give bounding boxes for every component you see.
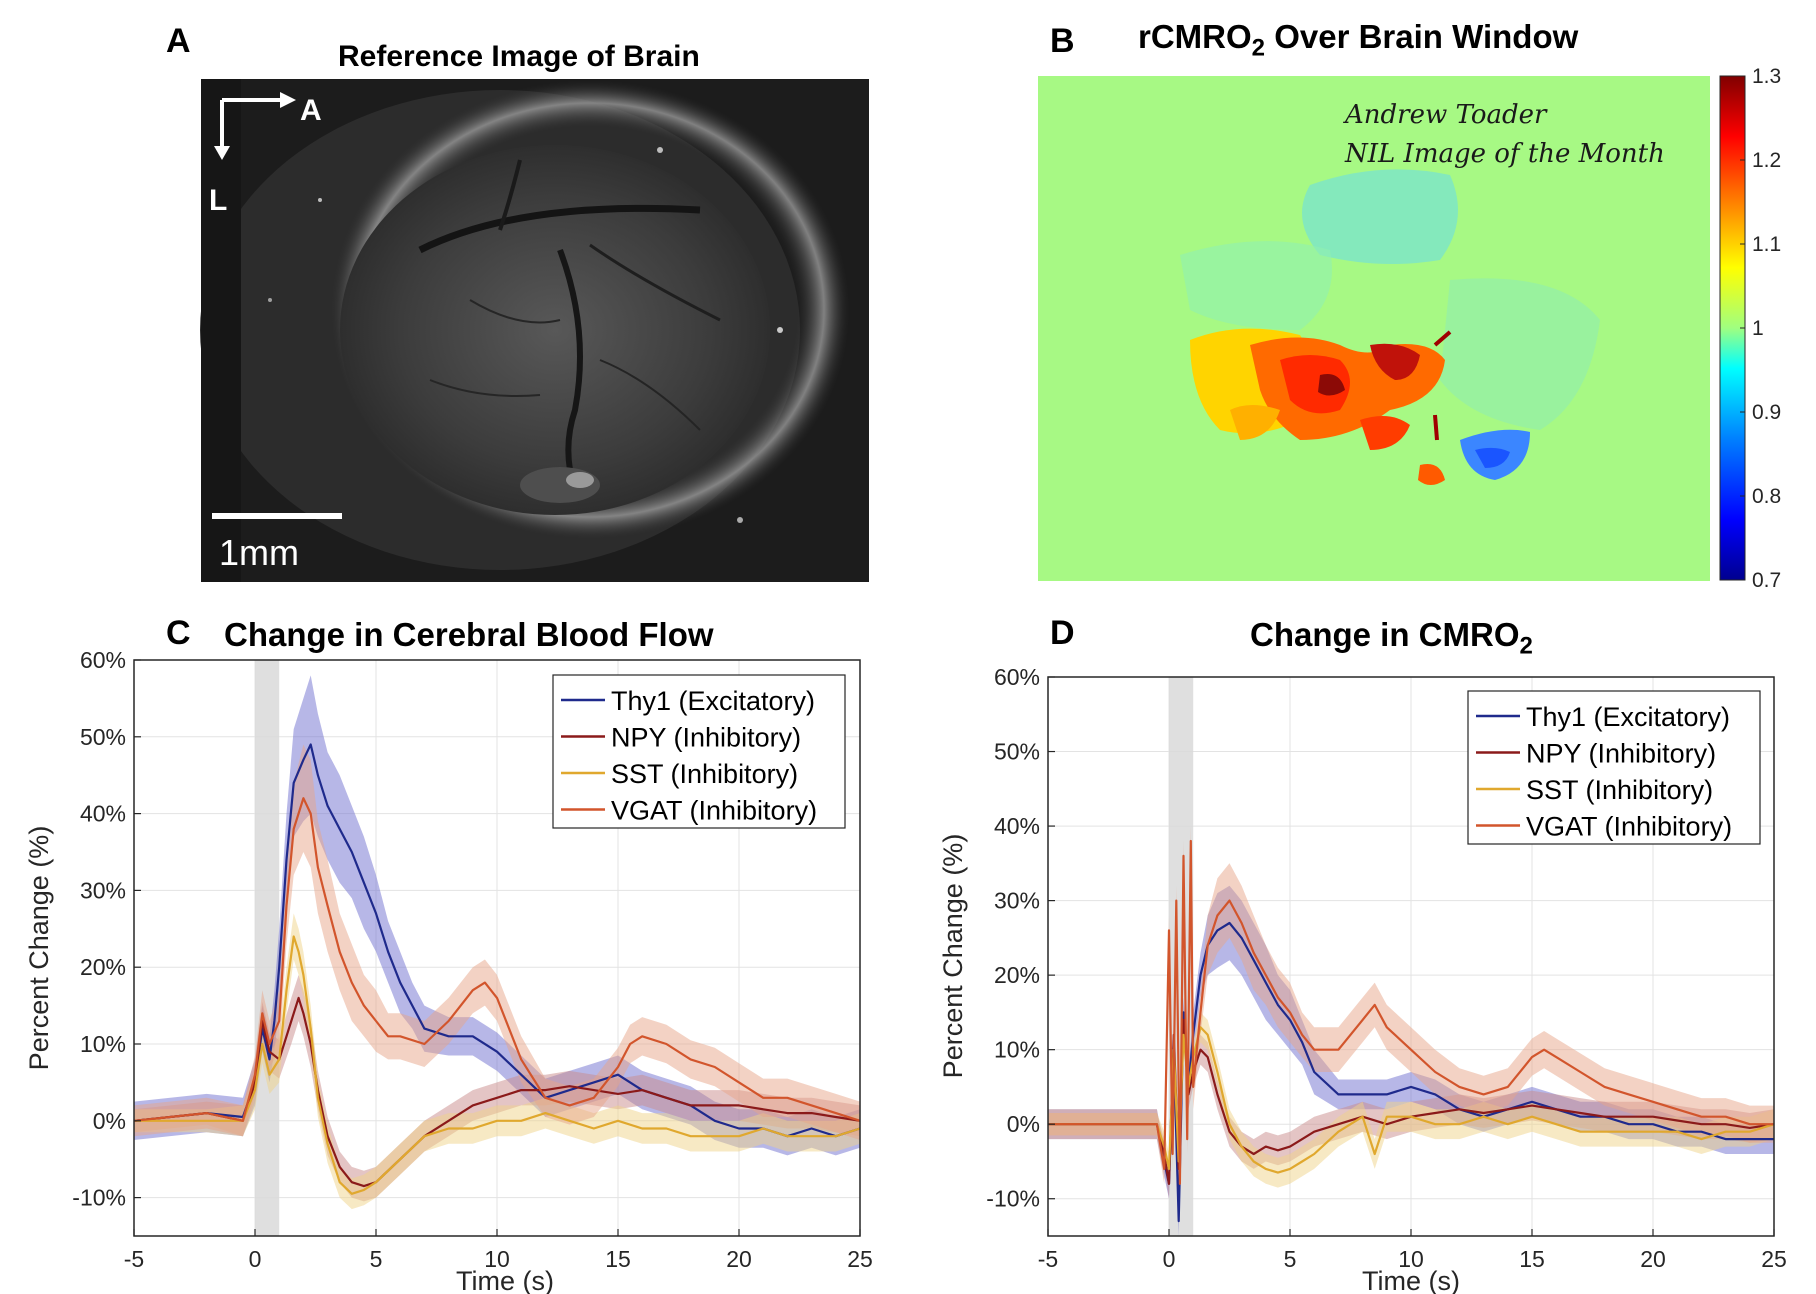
- panel-b: Andrew Toader NIL Image of the Month 1.3…: [1038, 65, 1781, 592]
- legend-d: Thy1 (Excitatory) NPY (Inhibitory) SST (In…: [1467, 690, 1761, 845]
- series-line-2: [134, 935, 860, 1195]
- ylabel-c: Percent Change (%): [24, 826, 54, 1071]
- legend-entry: NPY (Inhibitory): [611, 723, 801, 753]
- y-tick-label: 10%: [80, 1031, 126, 1057]
- y-tick-label: 60%: [80, 647, 126, 673]
- panel-b-title-rest: Over Brain Window: [1265, 18, 1579, 55]
- x-tick-label: 20: [1640, 1246, 1666, 1272]
- panel-d-chart: -5 0 5 10 15 20 25 -10% 0% 10% 20% 30% 40% 50% 60% Thy…: [938, 664, 1787, 1294]
- orientation-indicator: A L: [209, 92, 322, 217]
- y-tick-label: -10%: [986, 1186, 1040, 1212]
- series-band-2: [134, 913, 860, 1210]
- ticks-d: -5 0 5 10 15 20 25 -10% 0% 10% 20% 30% 40% 50% 60%: [986, 664, 1787, 1272]
- colorbar-tick-label: 0.7: [1752, 569, 1781, 592]
- y-tick-label: 40%: [80, 801, 126, 827]
- panel-letter-d: D: [1050, 614, 1075, 652]
- y-tick-label: 30%: [80, 877, 126, 903]
- plot-area-d: [1048, 826, 1774, 1236]
- colorbar-tick-label: 1.2: [1752, 149, 1781, 172]
- x-tick-label: 20: [726, 1246, 752, 1272]
- x-tick-label: 10: [1398, 1246, 1424, 1272]
- panel-letter-c: C: [166, 614, 191, 652]
- legend-entry: SST (Inhibitory): [611, 759, 798, 789]
- x-tick-label: 5: [370, 1246, 383, 1272]
- colorbar-tick-label: 1.1: [1752, 233, 1781, 256]
- panel-a: A L 1mm: [200, 79, 869, 582]
- x-tick-label: 15: [605, 1246, 631, 1272]
- y-tick-label: 50%: [994, 739, 1040, 765]
- panel-b-title: rCMRO2 Over Brain Window: [1138, 18, 1578, 63]
- y-tick-label: 20%: [80, 954, 126, 980]
- panel-letter-b: B: [1050, 22, 1075, 60]
- rcmro2-heatmap: [1038, 76, 1710, 581]
- series-line-0: [134, 743, 860, 1138]
- colorbar-tick-label: 1.3: [1752, 65, 1781, 88]
- panel-b-title-sub: 2: [1251, 34, 1266, 62]
- panel-a-title: Reference Image of Brain: [338, 40, 700, 73]
- legend-entry: SST (Inhibitory): [1526, 775, 1713, 805]
- series-band-3: [1048, 826, 1774, 1199]
- ylabel-d: Percent Change (%): [938, 834, 968, 1079]
- panel-b-title-main: rCMRO: [1138, 18, 1252, 55]
- legend-entry: Thy1 (Excitatory): [1526, 702, 1730, 732]
- colorbar-tick-label: 0.9: [1752, 401, 1781, 424]
- y-tick-label: 20%: [994, 962, 1040, 988]
- chart-d-title: Change in CMRO2: [1250, 616, 1533, 661]
- x-tick-label: 25: [1761, 1246, 1787, 1272]
- y-tick-label: 40%: [994, 813, 1040, 839]
- lateral-label: L: [209, 184, 227, 217]
- x-tick-label: 5: [1284, 1246, 1297, 1272]
- legend-entry: VGAT (Inhibitory): [1526, 812, 1732, 842]
- legend-entry: NPY (Inhibitory): [1526, 739, 1716, 769]
- colorbar: 1.3 1.2 1.1 1 0.9 0.8 0.7: [1719, 65, 1781, 592]
- y-tick-label: 0%: [1007, 1111, 1040, 1137]
- legend-c: Thy1 (Excitatory) NPY (Inhibitory) SST (In…: [552, 674, 846, 829]
- y-tick-label: 10%: [994, 1037, 1040, 1063]
- y-tick-label: 50%: [80, 724, 126, 750]
- chart-d-title-main: Change in CMRO: [1250, 616, 1520, 653]
- anterior-label: A: [300, 94, 322, 127]
- x-tick-label: 10: [484, 1246, 510, 1272]
- colorbar-tick-label: 0.8: [1752, 485, 1781, 508]
- series-band-2: [1048, 1012, 1774, 1188]
- series-band-1: [134, 974, 860, 1202]
- colorbar-tick-label: 1: [1752, 317, 1764, 340]
- x-tick-label: -5: [124, 1246, 144, 1272]
- x-tick-label: 25: [847, 1246, 873, 1272]
- annotation-author: Andrew Toader: [1343, 100, 1548, 130]
- y-tick-label: 30%: [994, 888, 1040, 914]
- x-tick-label: 0: [249, 1246, 262, 1272]
- stimulus-window: [255, 660, 280, 1236]
- annotation-caption: NIL Image of the Month: [1344, 139, 1665, 169]
- y-tick-label: -10%: [72, 1185, 126, 1211]
- chart-d-title-sub: 2: [1519, 632, 1533, 660]
- ticks-c: -5 0 5 10 15 20 25 -10% 0% 10% 20% 30% 40% 50% 60%: [72, 647, 873, 1272]
- x-tick-label: -5: [1038, 1246, 1058, 1272]
- stimulus-window-c: [255, 660, 280, 1236]
- brain-reference-image: [200, 79, 869, 582]
- legend-entry: VGAT (Inhibitory): [611, 796, 817, 826]
- panel-letter-a: A: [166, 22, 191, 60]
- x-tick-label: 0: [1163, 1246, 1176, 1272]
- series-line-3: [1048, 839, 1774, 1185]
- x-tick-label: 15: [1519, 1246, 1545, 1272]
- plot-area-c: [134, 675, 860, 1210]
- xlabel-d: Time (s): [1362, 1266, 1460, 1294]
- xlabel-c: Time (s): [456, 1266, 554, 1294]
- chart-c-title: Change in Cerebral Blood Flow: [224, 616, 714, 653]
- panel-c-chart: -5 0 5 10 15 20 25 -10% 0% 10% 20% 30% 40% 50% 60% Thy…: [24, 647, 873, 1294]
- y-tick-label: 60%: [994, 664, 1040, 690]
- scale-bar-label: 1mm: [219, 532, 299, 573]
- series-line-3: [134, 797, 860, 1122]
- colorbar-ticks: 1.3 1.2 1.1 1 0.9 0.8 0.7: [1740, 65, 1781, 592]
- y-tick-label: 0%: [93, 1108, 126, 1134]
- legend-entry: Thy1 (Excitatory): [611, 686, 815, 716]
- series-band-0: [134, 675, 860, 1156]
